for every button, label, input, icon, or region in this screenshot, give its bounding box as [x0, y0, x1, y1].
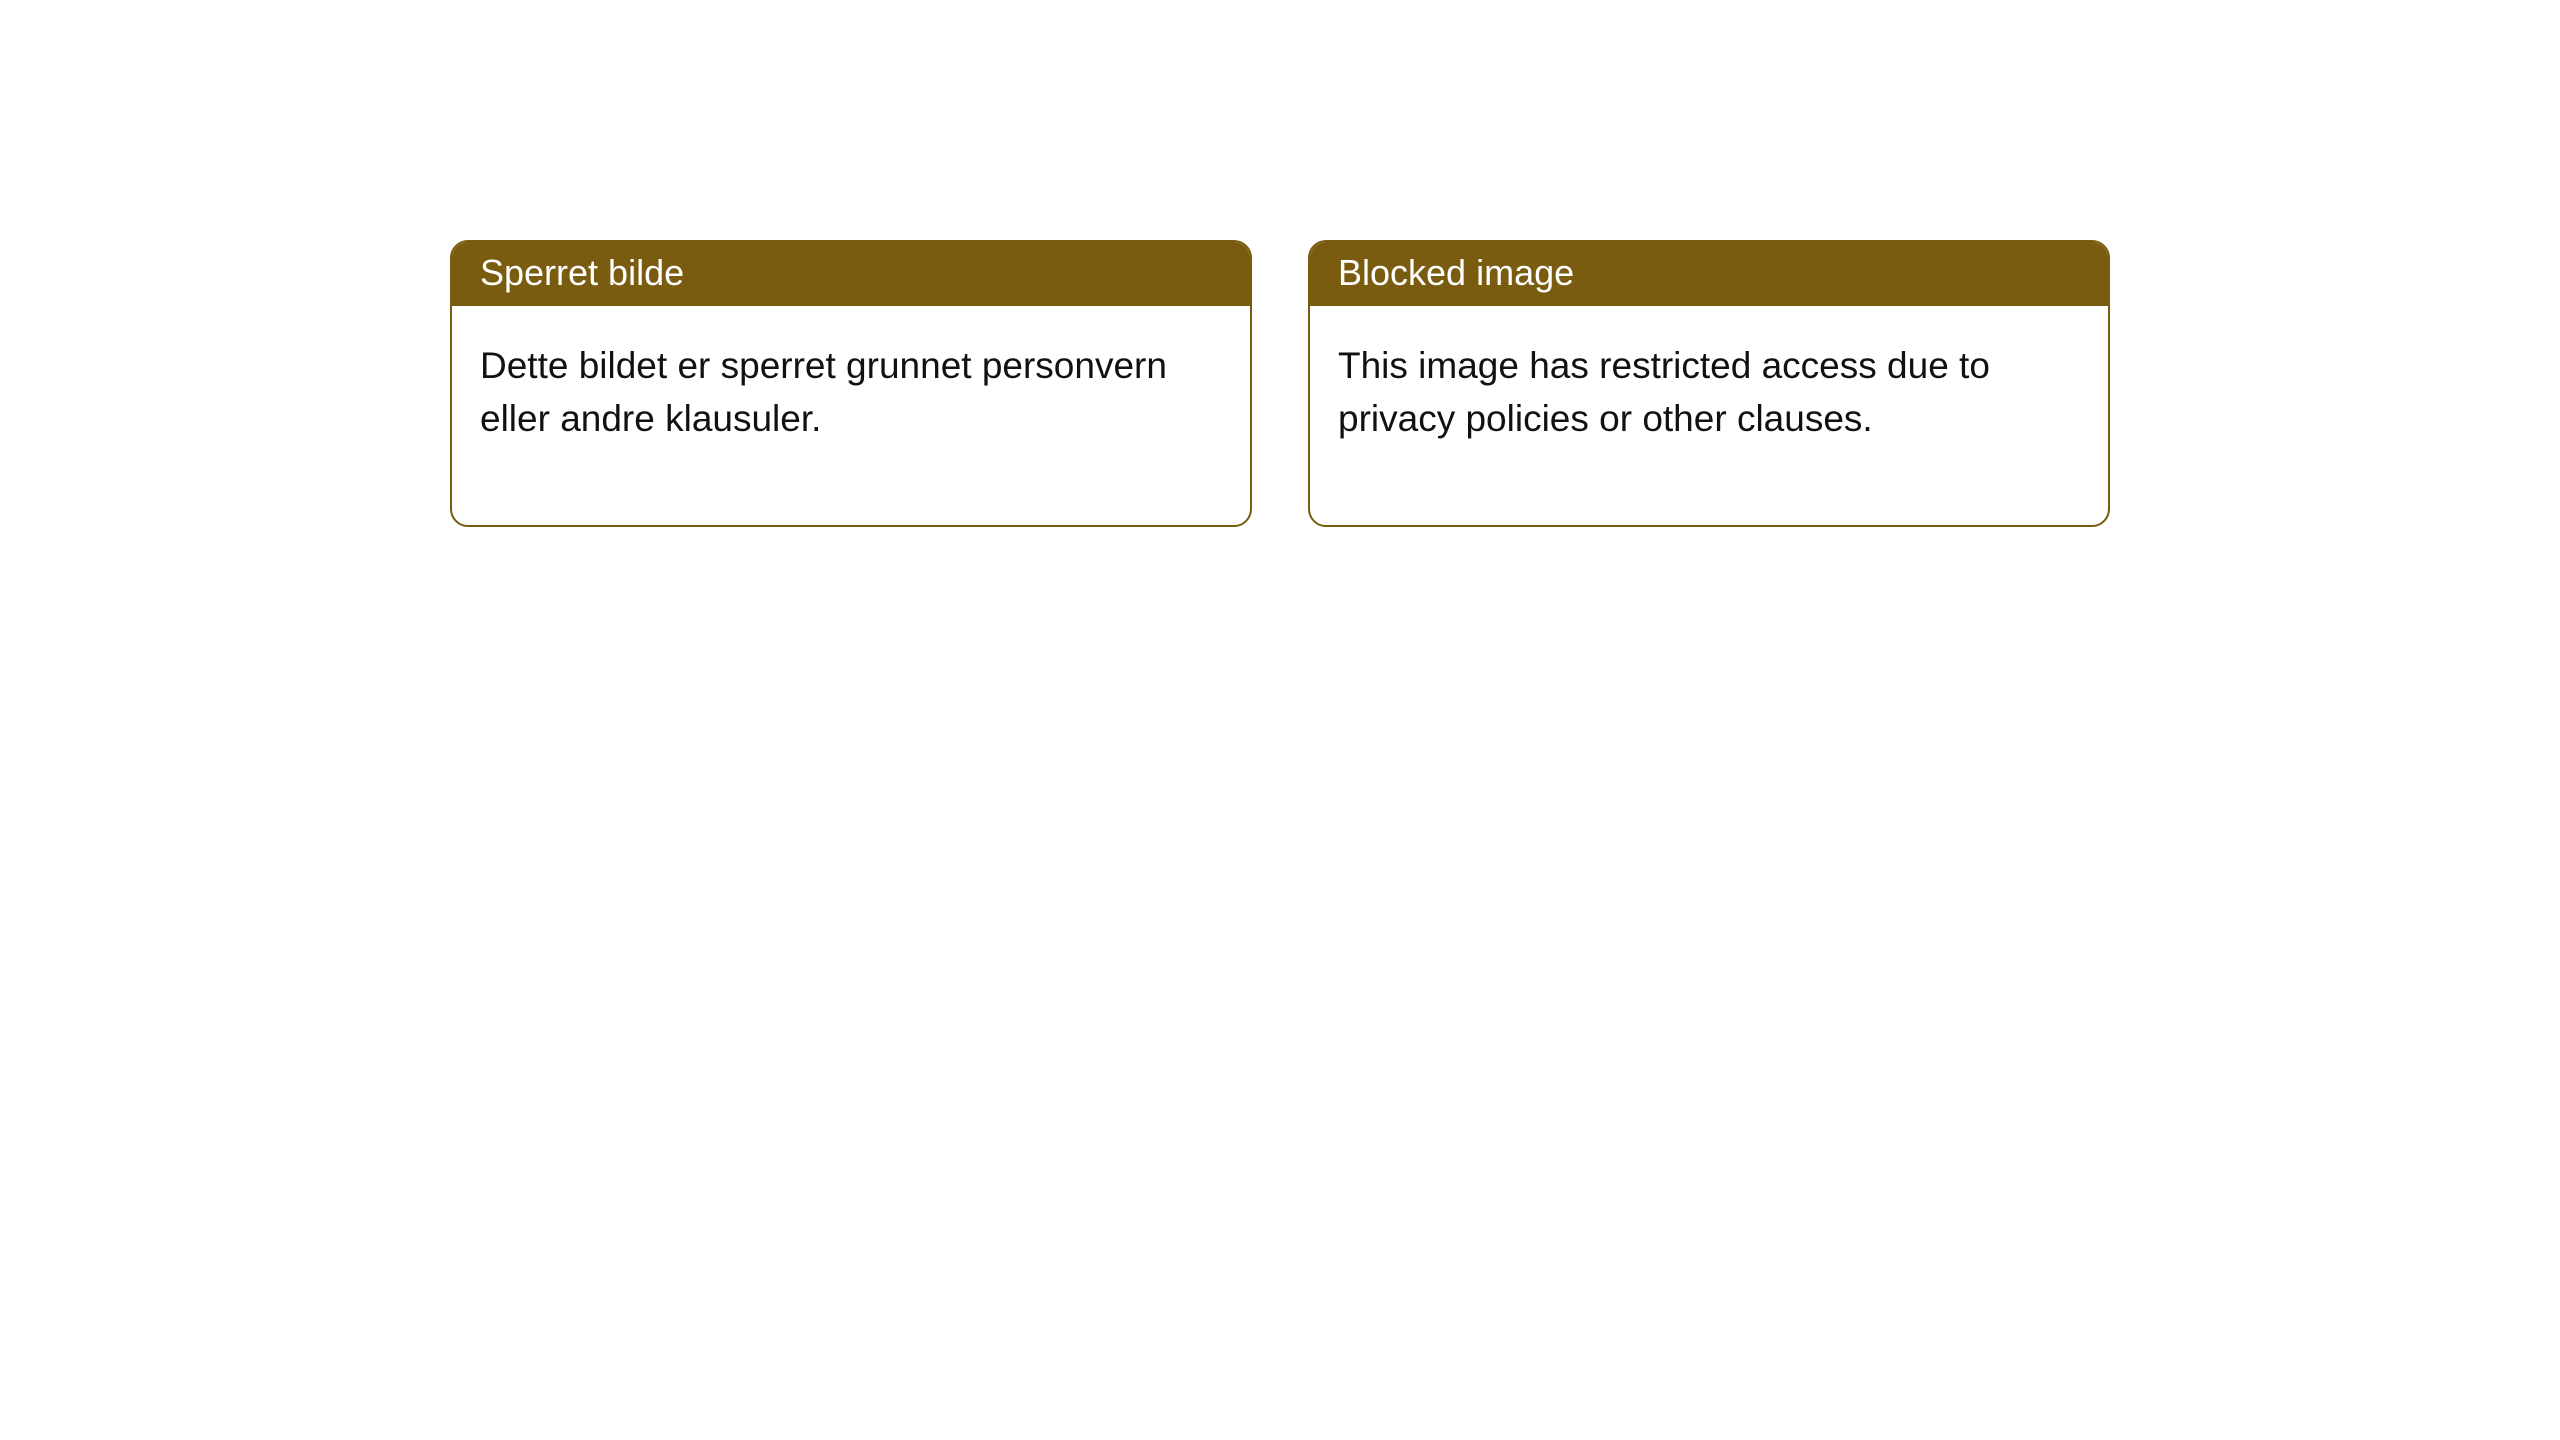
card-body: This image has restricted access due to …: [1310, 306, 2108, 525]
notice-card-english: Blocked image This image has restricted …: [1308, 240, 2110, 527]
card-body: Dette bildet er sperret grunnet personve…: [452, 306, 1250, 525]
card-header: Blocked image: [1310, 242, 2108, 306]
card-header: Sperret bilde: [452, 242, 1250, 306]
notice-container: Sperret bilde Dette bildet er sperret gr…: [0, 0, 2560, 527]
notice-card-norwegian: Sperret bilde Dette bildet er sperret gr…: [450, 240, 1252, 527]
